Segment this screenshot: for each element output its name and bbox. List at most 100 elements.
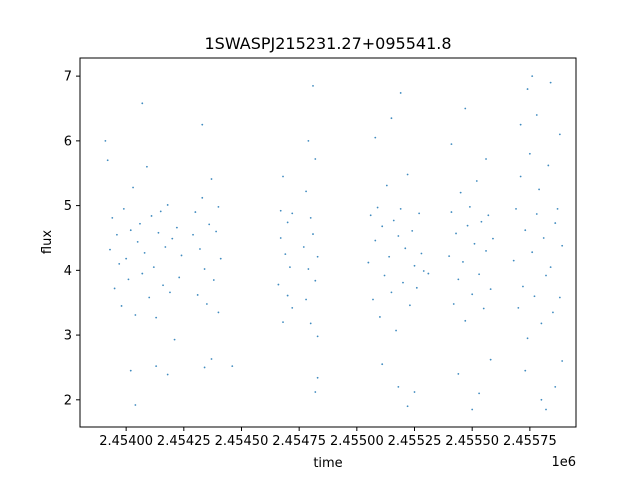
data-point bbox=[422, 270, 425, 272]
data-point bbox=[196, 294, 199, 296]
data-point bbox=[485, 158, 487, 160]
data-point bbox=[558, 296, 561, 299]
data-point bbox=[314, 279, 317, 282]
data-point bbox=[155, 316, 158, 319]
x-tick-label: 2.45500 bbox=[330, 434, 384, 449]
data-point bbox=[390, 291, 393, 294]
data-point bbox=[166, 204, 169, 206]
data-point bbox=[448, 255, 451, 257]
data-point bbox=[392, 219, 395, 222]
x-axis-ticks: 2.45400 2.45425 2.45450 2.45475 2.45500 2.455… bbox=[99, 427, 557, 449]
data-point bbox=[478, 273, 481, 276]
data-point bbox=[524, 369, 527, 372]
data-point bbox=[203, 268, 206, 270]
data-point bbox=[307, 268, 310, 270]
x-tick-label: 2.45575 bbox=[503, 434, 557, 449]
data-point bbox=[402, 281, 404, 284]
data-point bbox=[305, 298, 307, 301]
data-point bbox=[118, 262, 121, 265]
data-point bbox=[535, 114, 538, 116]
series-group bbox=[277, 84, 319, 393]
data-point bbox=[459, 191, 462, 194]
data-point bbox=[482, 307, 485, 310]
data-point bbox=[127, 278, 130, 281]
data-point bbox=[157, 231, 160, 234]
data-point bbox=[312, 84, 314, 87]
data-point bbox=[316, 376, 319, 379]
data-point bbox=[561, 244, 564, 247]
data-point bbox=[369, 214, 372, 217]
data-point bbox=[139, 222, 141, 225]
data-point bbox=[155, 365, 158, 368]
data-point bbox=[201, 123, 204, 126]
data-point bbox=[542, 237, 545, 239]
y-axis-label: flux bbox=[40, 230, 55, 254]
data-point bbox=[208, 223, 211, 226]
data-point bbox=[381, 363, 384, 366]
data-point bbox=[210, 178, 213, 180]
data-point bbox=[549, 81, 552, 84]
data-point bbox=[457, 373, 460, 375]
data-point bbox=[116, 233, 118, 236]
data-point bbox=[397, 385, 400, 388]
data-point bbox=[399, 92, 402, 94]
data-point bbox=[522, 285, 524, 288]
x-tick-label: 2.45450 bbox=[215, 434, 269, 449]
data-point bbox=[309, 217, 312, 219]
data-point bbox=[547, 164, 550, 167]
data-point bbox=[452, 303, 455, 305]
x-tick-label: 2.45400 bbox=[99, 434, 153, 449]
data-point bbox=[203, 366, 206, 369]
data-point bbox=[136, 240, 139, 243]
data-point bbox=[411, 229, 414, 232]
data-point bbox=[279, 209, 282, 212]
data-point bbox=[390, 117, 393, 120]
data-point bbox=[376, 206, 379, 209]
data-point bbox=[561, 360, 564, 362]
data-point bbox=[159, 210, 162, 213]
data-point bbox=[538, 188, 540, 191]
plot-area bbox=[104, 75, 564, 411]
axes-frame bbox=[79, 57, 577, 428]
data-point bbox=[519, 175, 522, 178]
data-point bbox=[381, 225, 384, 228]
data-point bbox=[173, 338, 176, 341]
data-point bbox=[152, 266, 155, 268]
data-point bbox=[480, 220, 483, 223]
data-point bbox=[455, 232, 457, 235]
y-tick-label: 4 bbox=[64, 264, 72, 279]
data-point bbox=[409, 304, 411, 307]
data-point bbox=[169, 291, 171, 294]
data-point bbox=[109, 248, 111, 251]
data-point bbox=[528, 152, 531, 155]
data-point bbox=[192, 233, 194, 236]
x-tick-label: 2.45475 bbox=[272, 434, 326, 449]
data-point bbox=[231, 365, 234, 368]
series-group bbox=[512, 75, 564, 411]
data-point bbox=[457, 278, 460, 281]
data-point bbox=[383, 274, 386, 277]
x-axis-label: time bbox=[313, 456, 342, 471]
data-point bbox=[205, 303, 208, 305]
data-point bbox=[141, 102, 144, 105]
data-point bbox=[367, 261, 370, 264]
data-point bbox=[388, 255, 391, 258]
data-point bbox=[104, 139, 107, 142]
data-point bbox=[146, 165, 148, 168]
data-point bbox=[558, 133, 561, 136]
data-point bbox=[305, 190, 307, 193]
data-point bbox=[517, 306, 520, 309]
data-point bbox=[316, 335, 319, 338]
data-point bbox=[462, 261, 464, 263]
data-point bbox=[466, 224, 469, 227]
data-point bbox=[471, 293, 474, 296]
data-point bbox=[526, 88, 529, 90]
data-point bbox=[307, 139, 310, 142]
data-point bbox=[450, 211, 453, 213]
data-point bbox=[217, 311, 220, 314]
data-point bbox=[478, 392, 481, 395]
data-point bbox=[545, 408, 547, 411]
data-point bbox=[540, 398, 543, 401]
